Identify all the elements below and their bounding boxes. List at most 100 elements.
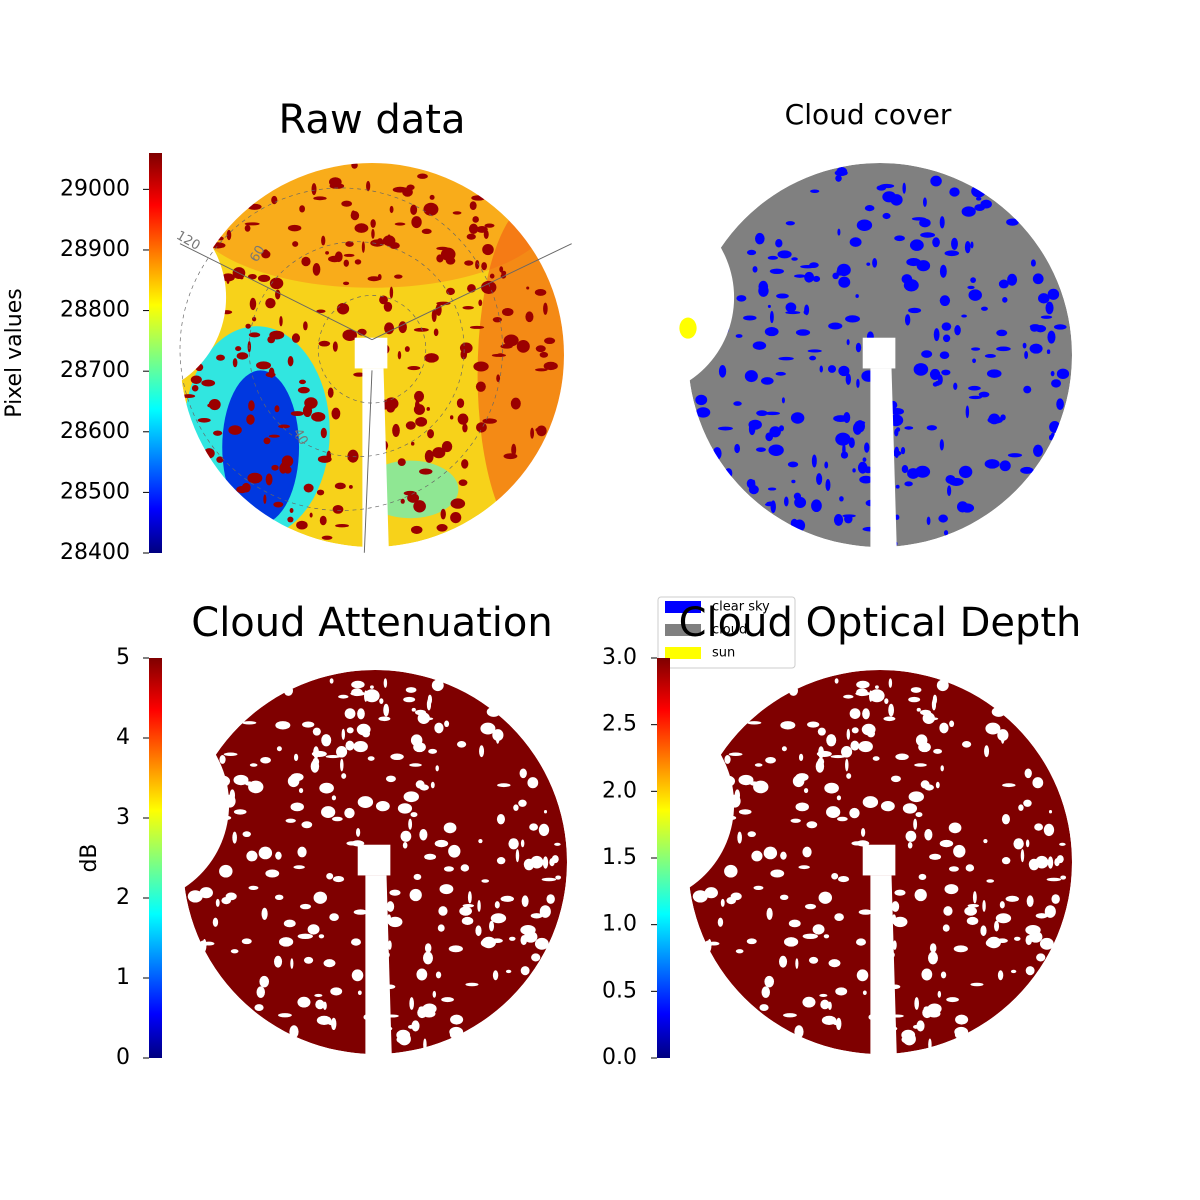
image-blob	[484, 223, 495, 228]
image-blob	[828, 322, 843, 330]
image-blob	[1047, 856, 1054, 869]
image-blob	[720, 775, 736, 787]
image-blob	[866, 262, 871, 266]
image-blob	[435, 765, 439, 772]
legend-swatch	[665, 601, 701, 613]
image-blob	[394, 222, 406, 226]
image-blob	[994, 920, 1000, 932]
image-blob	[480, 938, 495, 948]
image-blob	[855, 294, 859, 298]
image-blob	[364, 690, 368, 702]
image-blob	[916, 1020, 925, 1032]
image-blob	[200, 836, 204, 848]
image-blob	[819, 993, 828, 997]
image-blob	[804, 271, 815, 283]
panel-title: Raw data	[279, 97, 466, 143]
image-blob	[247, 273, 257, 280]
image-blob	[353, 741, 368, 753]
image-blob	[894, 514, 900, 520]
image-blob	[939, 722, 949, 734]
image-blob	[534, 937, 549, 950]
image-blob	[303, 321, 308, 331]
image-blob	[475, 925, 482, 937]
image-blob	[315, 999, 325, 1010]
image-blob	[1049, 421, 1061, 433]
image-blob	[460, 864, 470, 872]
image-blob	[353, 909, 368, 915]
image-blob	[248, 332, 261, 338]
image-blob	[726, 896, 736, 905]
image-blob	[1043, 823, 1055, 837]
image-blob	[236, 352, 249, 360]
image-blob	[836, 167, 848, 176]
image-blob	[370, 219, 376, 228]
image-blob	[916, 707, 921, 712]
image-content	[688, 163, 1072, 548]
image-blob	[357, 796, 374, 809]
image-blob	[431, 309, 437, 322]
image-blob	[331, 407, 341, 420]
image-blob	[424, 853, 437, 860]
image-blob	[457, 413, 469, 425]
image-blob	[1059, 842, 1066, 846]
image-blob	[815, 760, 825, 773]
image-blob	[902, 803, 918, 814]
image-blob	[935, 781, 940, 789]
image-blob	[482, 418, 497, 424]
image-blob	[383, 678, 388, 688]
image-blob	[781, 746, 787, 752]
image-blob	[318, 340, 331, 347]
image-blob	[328, 177, 342, 187]
image-blob	[833, 415, 849, 423]
image-blob	[426, 698, 432, 711]
image-blob	[837, 228, 841, 236]
image-blob	[351, 688, 363, 697]
image-blob	[490, 913, 507, 924]
image-blob	[825, 479, 831, 491]
image-blob	[918, 873, 927, 881]
image-blob	[746, 478, 755, 489]
colorbar	[149, 153, 162, 553]
image-blob	[812, 924, 825, 935]
image-blob	[235, 346, 242, 352]
image-blob	[1025, 966, 1035, 976]
image-blob	[908, 307, 922, 314]
image-blob	[265, 473, 273, 486]
image-blob	[462, 904, 475, 908]
image-blob	[1040, 315, 1053, 319]
image-blob	[516, 340, 530, 353]
image-blob	[920, 232, 936, 238]
image-blob	[311, 412, 326, 422]
image-blob	[216, 236, 224, 241]
image-blob	[291, 333, 300, 343]
image-blob	[541, 877, 557, 882]
image-blob	[978, 391, 990, 398]
polar-axis	[371, 243, 572, 341]
image-blob	[331, 816, 343, 822]
image-blob	[424, 943, 432, 953]
image-blob	[800, 264, 816, 269]
image-blob	[392, 423, 400, 437]
image-blob	[891, 914, 897, 925]
image-blob	[838, 276, 851, 288]
image-blob	[432, 990, 437, 998]
image-blob	[247, 472, 263, 484]
image-blob	[1013, 838, 1024, 850]
image-blob	[910, 687, 922, 693]
image-blob	[299, 903, 312, 910]
image-blob	[721, 322, 730, 335]
image-blob	[802, 933, 818, 939]
image-blob	[1020, 849, 1025, 863]
image-blob	[965, 864, 975, 872]
image-blob	[210, 242, 226, 249]
image-blob	[189, 808, 200, 814]
image-blob	[862, 796, 879, 809]
image-blob	[364, 689, 380, 703]
image-blob	[744, 370, 758, 383]
image-blob	[908, 791, 924, 803]
image-blob	[931, 698, 937, 711]
image-blob	[766, 907, 773, 920]
image-blob	[389, 242, 400, 250]
image-blob	[265, 372, 276, 378]
image-blob	[811, 499, 822, 513]
